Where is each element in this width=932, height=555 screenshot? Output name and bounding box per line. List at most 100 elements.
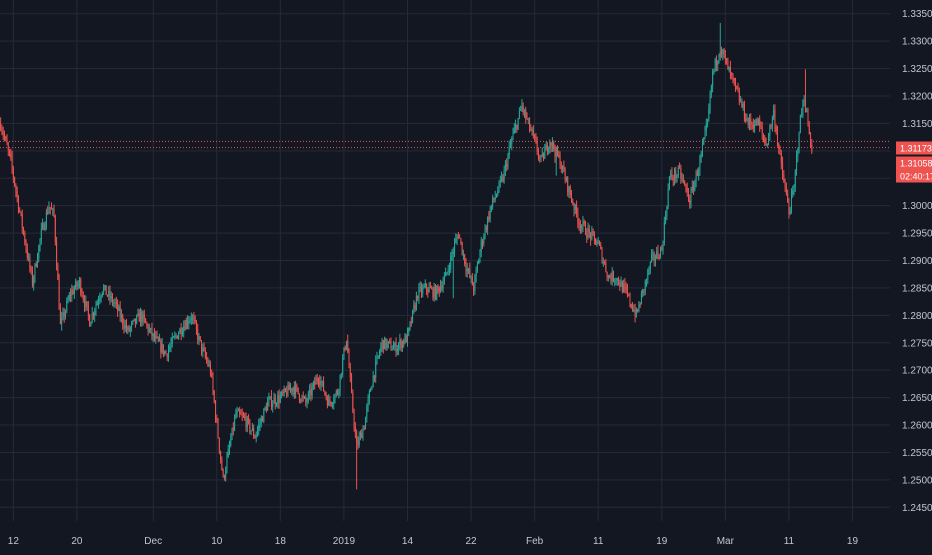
y-tick-label: 1.33000 <box>902 37 932 48</box>
candle-body <box>532 129 534 135</box>
candle-body <box>278 395 280 403</box>
candle-body <box>281 391 283 397</box>
candle-body <box>701 144 703 154</box>
x-axis[interactable]: 12 20 Dec 10 18 2019 14 22 Feb 11 19 Mar 11 19 <box>8 536 859 547</box>
candle-body <box>447 269 449 273</box>
candle-body <box>457 236 459 238</box>
candle-body <box>427 289 429 293</box>
candle-body <box>239 410 241 414</box>
candle-body <box>798 133 800 150</box>
candle-body <box>473 285 475 292</box>
candle-body <box>208 364 210 366</box>
candle-body <box>84 300 86 307</box>
x-tick-label: 14 <box>402 536 414 547</box>
candle-body <box>623 284 625 292</box>
candle-body <box>799 115 801 134</box>
candle-body <box>699 157 701 171</box>
x-tick-label: 12 <box>8 536 20 547</box>
candle-body <box>728 67 730 70</box>
candle-body <box>39 239 41 246</box>
candle-body <box>62 312 64 318</box>
candle-body <box>644 280 646 291</box>
candle-body <box>127 327 129 330</box>
candle-body <box>736 85 738 89</box>
candle-body <box>534 134 536 138</box>
candle-body <box>462 254 464 256</box>
candle-body <box>419 286 421 288</box>
candle-body <box>712 71 714 87</box>
candle-body <box>406 332 408 343</box>
candle-body <box>513 128 515 134</box>
x-tick-label: 11 <box>784 536 795 547</box>
price-marker-label: 02:40:17 <box>900 172 932 182</box>
candle-body <box>729 67 731 73</box>
candle-body <box>215 402 217 419</box>
candle-body <box>209 364 211 374</box>
candle-body <box>808 125 810 135</box>
candle-body <box>470 276 472 278</box>
candle-body <box>305 397 307 403</box>
candle-body <box>66 301 68 312</box>
candle-body <box>499 179 501 182</box>
candle-body <box>288 385 290 391</box>
candle-body <box>227 449 229 458</box>
candle-body <box>33 277 35 286</box>
candle-body <box>539 156 541 158</box>
candle-body <box>352 392 354 412</box>
candle-body <box>72 290 74 294</box>
candle-body <box>625 286 627 290</box>
candle-body <box>119 306 121 318</box>
candle-body <box>610 277 612 282</box>
candle-body <box>366 407 368 418</box>
candle-body <box>793 187 795 191</box>
candle-body <box>784 182 786 188</box>
y-tick-label: 1.27000 <box>902 366 932 377</box>
candle-body <box>333 400 335 404</box>
candle-body <box>232 427 234 430</box>
candle-body <box>248 417 250 421</box>
candle-body <box>382 340 384 350</box>
candle-body <box>506 163 508 167</box>
candle-body <box>379 352 381 356</box>
candle-body <box>132 320 134 323</box>
candle-body <box>647 270 649 280</box>
candle-body <box>317 380 319 382</box>
candle-body <box>241 414 243 416</box>
candle-body <box>787 193 789 203</box>
candle-body <box>441 286 443 289</box>
candle-body <box>749 118 751 126</box>
candle-body <box>451 253 453 256</box>
candle-body <box>719 51 721 58</box>
candle-body <box>124 324 126 329</box>
candle-body <box>11 156 13 168</box>
candle-body <box>47 211 49 214</box>
candle-body <box>0 123 2 130</box>
candle-body <box>657 251 659 258</box>
candle-body <box>362 428 364 439</box>
candle-body <box>29 256 31 269</box>
candle-body <box>50 208 52 210</box>
candle-body <box>245 417 247 428</box>
candle-body <box>794 170 796 188</box>
candle-body <box>554 149 556 157</box>
candle-body <box>616 278 618 281</box>
candle-body <box>268 398 270 402</box>
candle-body <box>438 287 440 292</box>
candle-body <box>681 178 683 180</box>
x-tick-label: 19 <box>656 536 668 547</box>
candle-body <box>217 420 219 438</box>
candle-body <box>495 194 497 198</box>
candle-body <box>286 391 288 396</box>
candle-body <box>695 172 697 182</box>
candle-body <box>733 77 735 81</box>
candle-body <box>515 125 517 129</box>
candle-body <box>446 272 448 274</box>
candle-body <box>351 377 353 393</box>
candle-body <box>375 361 377 378</box>
candle-body <box>309 389 311 394</box>
candle-body <box>549 142 551 149</box>
candle-body <box>493 197 495 200</box>
candle-body <box>256 429 258 435</box>
